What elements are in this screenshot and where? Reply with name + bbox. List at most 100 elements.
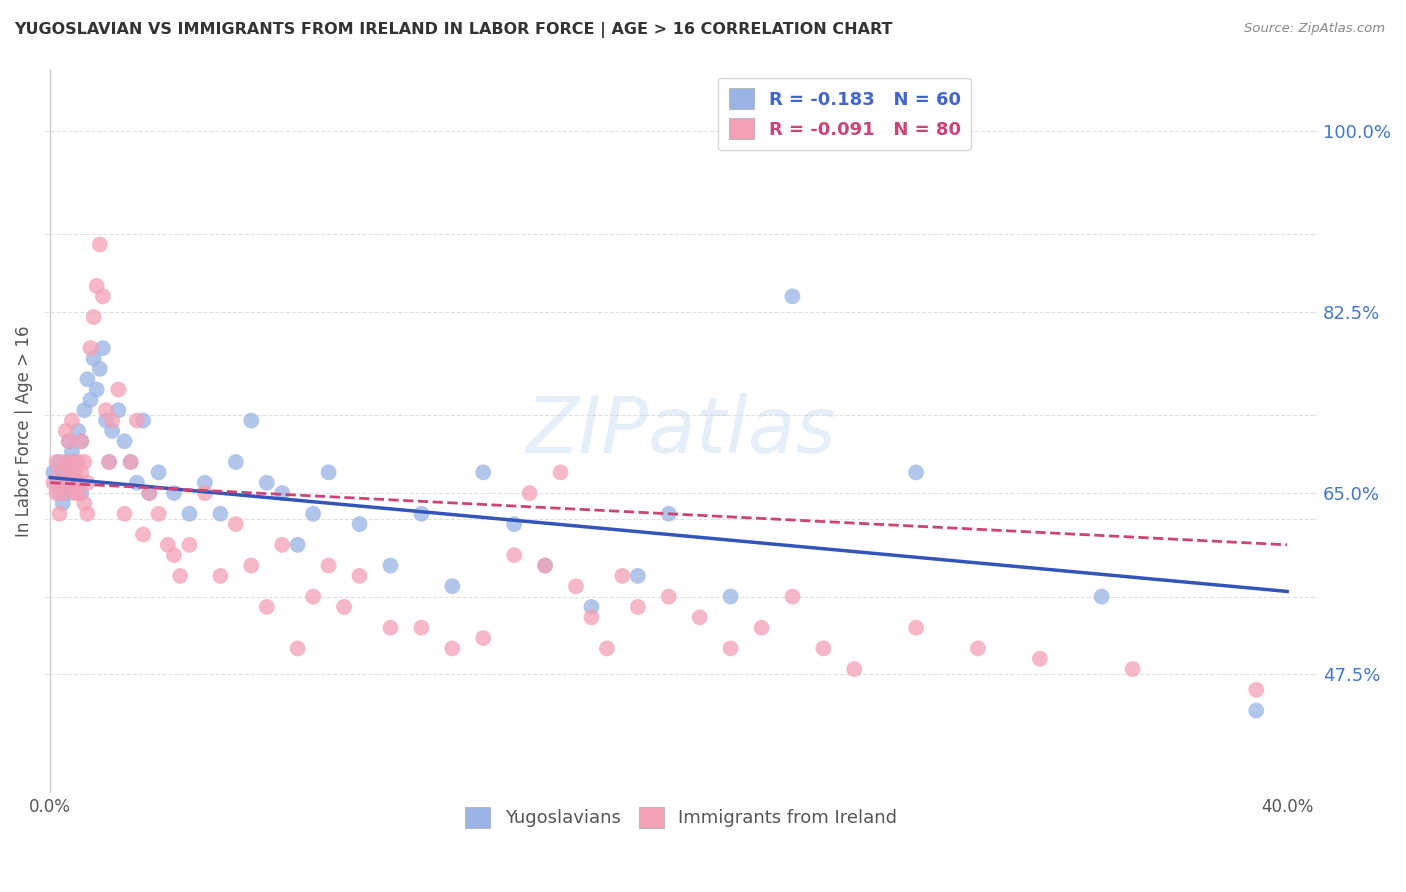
Point (169, 569, 191, 583)
Point (114, 507, 136, 521)
Point (844, 662, 866, 676)
Point (287, 538, 309, 552)
Point (534, 558, 557, 573)
Point (813, 641, 835, 656)
Point (55, 475, 77, 490)
Point (1122, 662, 1144, 676)
Point (720, 590, 742, 604)
Point (318, 466, 340, 480)
Point (905, 621, 928, 635)
Point (256, 475, 278, 490)
Point (411, 621, 433, 635)
Point (79, 341, 101, 355)
Point (73, 403, 96, 417)
Point (94, 414, 117, 428)
Point (55, 455, 77, 469)
Point (720, 641, 742, 656)
Point (318, 558, 340, 573)
Point (179, 507, 201, 521)
Point (58, 466, 80, 480)
Point (86, 383, 108, 397)
Point (63, 475, 86, 490)
Point (67, 424, 90, 438)
Point (349, 517, 371, 532)
Point (581, 610, 603, 624)
Point (63, 466, 86, 480)
Point (905, 466, 928, 480)
Point (751, 621, 773, 635)
Point (48, 486, 70, 500)
Point (550, 466, 572, 480)
Point (48, 455, 70, 469)
Point (76, 475, 98, 490)
Point (658, 507, 681, 521)
Point (240, 414, 263, 428)
Point (98, 455, 121, 469)
Point (60, 414, 83, 428)
Point (70, 486, 93, 500)
Point (1029, 651, 1052, 665)
Point (101, 414, 124, 428)
Point (1246, 704, 1268, 718)
Legend: Yugoslavians, Immigrants from Ireland: Yugoslavians, Immigrants from Ireland (458, 800, 904, 835)
Point (125, 414, 148, 428)
Point (148, 466, 170, 480)
Point (271, 486, 294, 500)
Point (60, 455, 83, 469)
Point (42, 466, 65, 480)
Point (52, 496, 75, 510)
Point (782, 289, 804, 303)
Y-axis label: In Labor Force | Age > 16: In Labor Force | Age > 16 (15, 326, 32, 537)
Point (472, 466, 495, 480)
Point (256, 599, 278, 614)
Point (55, 424, 77, 438)
Point (1091, 590, 1114, 604)
Point (612, 569, 634, 583)
Point (120, 455, 142, 469)
Point (782, 590, 804, 604)
Point (58, 434, 80, 449)
Point (63, 486, 86, 500)
Text: Source: ZipAtlas.com: Source: ZipAtlas.com (1244, 22, 1385, 36)
Point (132, 414, 155, 428)
Point (94, 403, 117, 417)
Point (565, 579, 588, 593)
Point (240, 558, 263, 573)
Point (967, 641, 990, 656)
Point (209, 507, 232, 521)
Point (627, 599, 650, 614)
Point (48, 507, 70, 521)
Point (107, 403, 129, 417)
Point (148, 507, 170, 521)
Point (45, 455, 67, 469)
Point (156, 538, 179, 552)
Point (138, 486, 160, 500)
Point (76, 507, 98, 521)
Point (91, 289, 114, 303)
Point (67, 475, 90, 490)
Point (107, 383, 129, 397)
Point (42, 475, 65, 490)
Point (67, 486, 90, 500)
Point (60, 475, 83, 490)
Point (302, 507, 325, 521)
Point (472, 631, 495, 645)
Point (45, 486, 67, 500)
Point (60, 466, 83, 480)
Point (58, 434, 80, 449)
Point (52, 486, 75, 500)
Point (76, 372, 98, 386)
Point (441, 641, 464, 656)
Point (89, 237, 111, 252)
Point (52, 475, 75, 490)
Point (658, 590, 681, 604)
Point (70, 466, 93, 480)
Point (120, 455, 142, 469)
Point (60, 444, 83, 458)
Point (163, 548, 186, 562)
Point (534, 558, 557, 573)
Point (441, 579, 464, 593)
Point (1246, 682, 1268, 697)
Point (101, 424, 124, 438)
Point (70, 434, 93, 449)
